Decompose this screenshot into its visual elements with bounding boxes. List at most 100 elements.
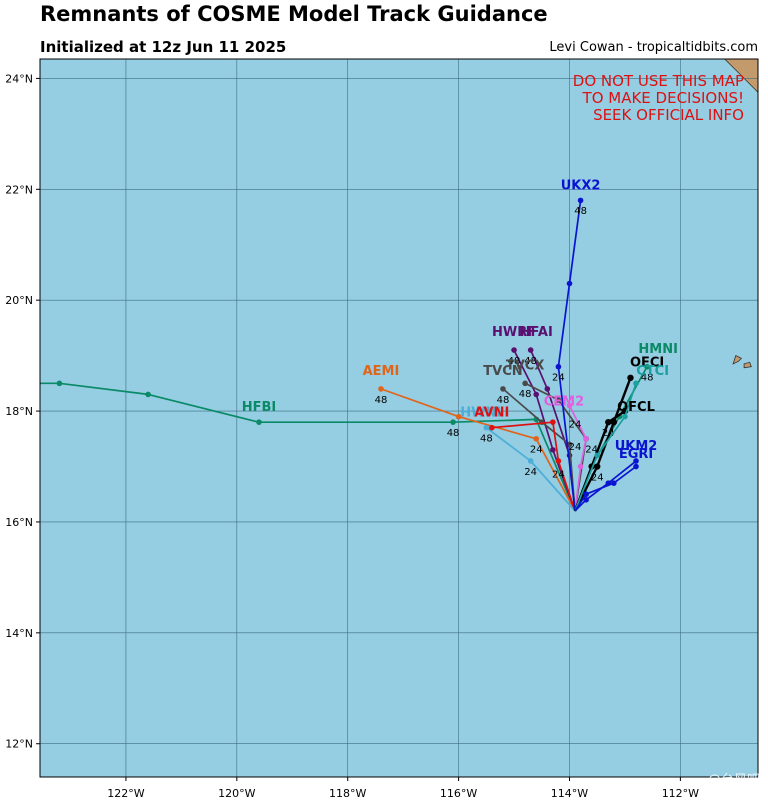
track-line-ukx2 [557, 200, 582, 511]
forecast-hour-label: 48 [480, 434, 493, 445]
lon-tick-label: 120°W [218, 787, 255, 800]
track-label-tvcn: TVCN [483, 364, 522, 379]
track-point-avni [555, 458, 562, 464]
forecast-hour-label: 48 [447, 428, 460, 439]
track-point-aemi [533, 435, 540, 442]
track-label-ctci: CTCI [636, 364, 669, 379]
track-label-hwrf: HWRF [492, 325, 536, 340]
land-revillagigedo-island [743, 361, 752, 369]
forecast-hour-label: 24 [524, 467, 537, 478]
track-point-ukm2 [633, 458, 639, 464]
land-socorro-island [732, 355, 743, 365]
lat-tick-label: 20°N [5, 294, 33, 307]
track-point-cem2 [583, 435, 589, 442]
ocean-background [40, 59, 758, 777]
lat-tick-label: 14°N [5, 627, 33, 640]
track-point-hwrf [550, 447, 556, 453]
track-point-hwrf [511, 347, 517, 353]
watermark-text: @台风吧 [707, 773, 760, 788]
track-point-ofci [594, 463, 601, 470]
forecast-hour-label: 24 [569, 420, 582, 431]
track-point-avni [489, 424, 495, 431]
track-line-egri [574, 465, 637, 512]
forecast-hour-label: 48 [375, 395, 388, 406]
lat-tick-label: 22°N [5, 183, 33, 196]
track-point-hfai [544, 386, 551, 392]
track-point-ofci [627, 374, 634, 382]
track-point-hwrf [533, 391, 540, 398]
track-point-hmni [644, 363, 650, 370]
track-line-ctci [574, 383, 637, 512]
lat-tick-label: 16°N [5, 516, 33, 529]
forecast-hour-label: 48 [497, 395, 510, 406]
track-line-ukm2 [574, 460, 637, 512]
track-point-hfbi [12, 381, 18, 387]
lon-tick-label: 114°W [551, 787, 588, 800]
track-label-avni: AVNI [474, 406, 509, 421]
track-label-hwni: HWNI [460, 406, 501, 421]
lat-tick-label: 24°N [5, 72, 33, 85]
track-point-cem2 [566, 402, 573, 409]
track-point-tvcx [555, 397, 562, 403]
forecast-hour-label: 24 [552, 373, 565, 384]
track-point-tvcx [522, 380, 528, 387]
author-credit: Levi Cowan - tropicaltidbits.com [549, 40, 758, 55]
land-baja-coast-corner [724, 59, 758, 93]
track-label-hfai: HFAI [520, 325, 553, 340]
track-point-ukm2 [583, 496, 589, 503]
lat-tick-label: 12°N [5, 738, 33, 751]
track-point-avni [550, 419, 556, 425]
track-point-tvcn [500, 386, 506, 392]
track-point-ctci [633, 380, 639, 387]
forecast-hour-label: 24 [591, 472, 604, 483]
track-label-aemi: AEMI [363, 364, 400, 379]
track-point-ctci [622, 413, 628, 420]
track-point-ukx2 [577, 197, 584, 204]
forecast-hour-label: 24 [585, 445, 598, 456]
track-point-hfbi [256, 419, 262, 425]
lon-tick-label: 122°W [107, 787, 144, 800]
track-point-hfbi [145, 391, 151, 398]
track-label-tvcx: TVCX [506, 358, 545, 373]
track-label-ofcl: OFCL [617, 400, 655, 415]
track-point-hwni [483, 424, 490, 431]
initialized-time: Initialized at 12z Jun 11 2025 [40, 38, 287, 56]
lat-tick-label: 18°N [5, 405, 33, 418]
forecast-hour-label: 48 [524, 356, 537, 367]
forecast-hour-label: 24 [530, 445, 543, 456]
track-point-hfbi [56, 380, 63, 387]
track-label-hmni: HMNI [638, 342, 678, 357]
track-label-ukm2: UKM2 [615, 439, 658, 454]
lon-tick-label: 118°W [329, 787, 366, 800]
track-label-ukx2: UKX2 [561, 178, 601, 193]
track-label-ofci: OFCI [630, 356, 664, 371]
warning-line: TO MAKE DECISIONS! [582, 89, 744, 107]
forecast-hour-label: 48 [508, 356, 521, 367]
map-title: Remnants of COSME Model Track Guidance [40, 2, 548, 26]
track-point-cem2 [577, 463, 584, 470]
warning-line: DO NOT USE THIS MAP [573, 72, 744, 90]
track-point-aemi [455, 413, 462, 420]
track-point-egri [611, 480, 617, 486]
forecast-hour-label: 48 [574, 206, 587, 217]
lon-tick-label: 116°W [440, 787, 477, 800]
map-frame [39, 58, 759, 778]
track-point-ukx2 [566, 280, 573, 287]
forecast-hour-label: 48 [641, 373, 654, 384]
forecast-hour-label: 24 [602, 428, 615, 439]
lon-tick-label: 112°W [662, 787, 699, 800]
track-line-tvcx [524, 382, 587, 512]
warning-line: SEEK OFFICIAL INFO [593, 106, 744, 124]
track-label-cem2: CEM2 [544, 395, 584, 410]
forecast-hour-label: 24 [552, 470, 565, 481]
track-label-egri: EGRI [619, 447, 653, 462]
track-line-avni [491, 421, 576, 512]
track-point-hwni [527, 458, 534, 464]
track-point-aemi [378, 386, 384, 392]
forecast-hour-label: 48 [519, 389, 532, 400]
track-line-tvcn [502, 388, 576, 511]
track-point-hfai [527, 347, 534, 353]
track-label-hfbi: HFBI [242, 400, 277, 415]
